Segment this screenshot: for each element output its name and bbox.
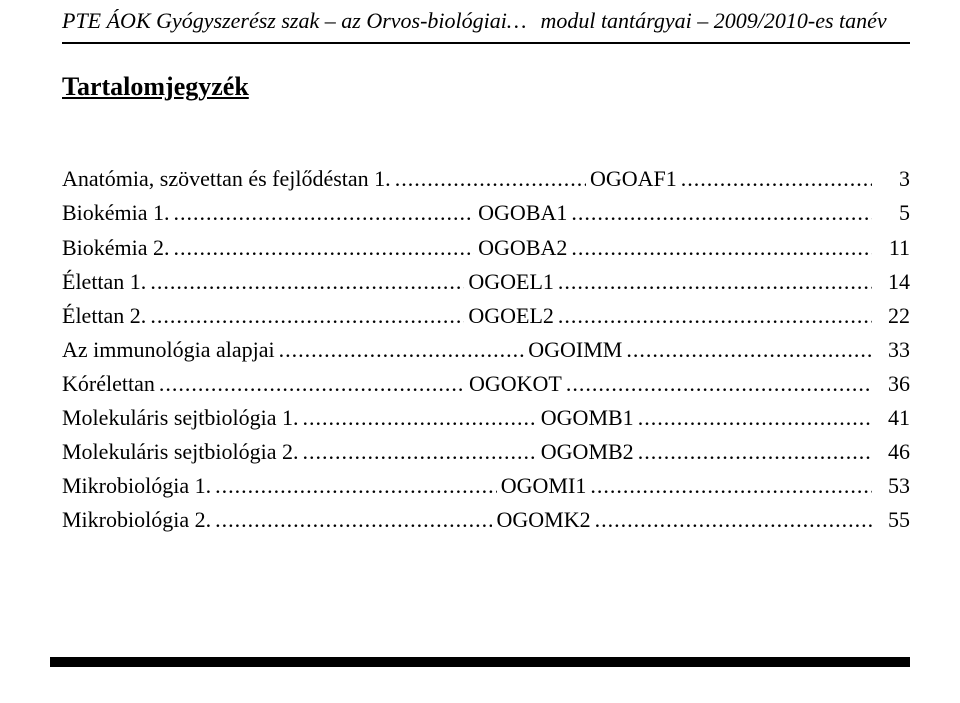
toc-leader — [150, 299, 464, 333]
toc-title: Tartalomjegyzék — [62, 72, 910, 102]
toc-page: 22 — [876, 299, 910, 333]
toc-page: 55 — [876, 503, 910, 537]
toc-leader — [590, 469, 872, 503]
header-right: modul tantárgyai – 2009/2010-es tanév — [540, 8, 886, 34]
header-left: PTE ÁOK Gyógyszerész szak – az Orvos-bio… — [62, 8, 526, 34]
toc-row: Anatómia, szövettan és fejlődéstan 1. OG… — [62, 162, 910, 196]
toc-code: OGOMK2 — [496, 503, 590, 537]
toc-code: OGOMI1 — [501, 469, 587, 503]
table-of-contents: Anatómia, szövettan és fejlődéstan 1. OG… — [62, 162, 910, 537]
toc-page: 36 — [876, 367, 910, 401]
toc-label: Molekuláris sejtbiológia 1. — [62, 401, 298, 435]
toc-label: Mikrobiológia 2. — [62, 503, 211, 537]
toc-page: 33 — [876, 333, 910, 367]
toc-code: OGOIMM — [528, 333, 622, 367]
toc-leader — [626, 333, 872, 367]
running-header: PTE ÁOK Gyógyszerész szak – az Orvos-bio… — [62, 8, 910, 34]
toc-label: Biokémia 1. — [62, 196, 170, 230]
toc-page: 41 — [876, 401, 910, 435]
toc-label: Biokémia 2. — [62, 231, 170, 265]
toc-row: Molekuláris sejtbiológia 1. OGOMB1 41 — [62, 401, 910, 435]
header-rule — [62, 42, 910, 44]
toc-row: Biokémia 1. OGOBA1 5 — [62, 196, 910, 230]
toc-leader — [595, 503, 872, 537]
toc-code: OGOBA2 — [478, 231, 567, 265]
toc-leader — [638, 435, 872, 469]
toc-code: OGOAF1 — [590, 162, 677, 196]
toc-row: Az immunológia alapjai OGOIMM 33 — [62, 333, 910, 367]
toc-label: Élettan 1. — [62, 265, 146, 299]
toc-leader — [150, 265, 464, 299]
toc-code: OGOKOT — [469, 367, 562, 401]
toc-page: 46 — [876, 435, 910, 469]
toc-code: OGOBA1 — [478, 196, 567, 230]
toc-leader — [571, 231, 872, 265]
toc-code: OGOMB2 — [541, 435, 634, 469]
toc-label: Anatómia, szövettan és fejlődéstan 1. — [62, 162, 391, 196]
toc-code: OGOEL1 — [468, 265, 554, 299]
toc-row: Kórélettan OGOKOT 36 — [62, 367, 910, 401]
toc-label: Molekuláris sejtbiológia 2. — [62, 435, 298, 469]
toc-row: Molekuláris sejtbiológia 2. OGOMB2 46 — [62, 435, 910, 469]
toc-row: Mikrobiológia 1. OGOMI1 53 — [62, 469, 910, 503]
toc-row: Élettan 1. OGOEL1 14 — [62, 265, 910, 299]
toc-page: 5 — [876, 196, 910, 230]
toc-page: 14 — [876, 265, 910, 299]
toc-leader — [174, 231, 475, 265]
toc-code: OGOMB1 — [541, 401, 634, 435]
toc-leader — [159, 367, 465, 401]
toc-page: 53 — [876, 469, 910, 503]
toc-page: 3 — [876, 162, 910, 196]
toc-row: Élettan 2. OGOEL2 22 — [62, 299, 910, 333]
toc-leader — [174, 196, 475, 230]
toc-label: Mikrobiológia 1. — [62, 469, 211, 503]
toc-row: Biokémia 2. OGOBA2 11 — [62, 231, 910, 265]
toc-leader — [215, 503, 492, 537]
toc-page: 11 — [876, 231, 910, 265]
toc-leader — [395, 162, 586, 196]
toc-leader — [566, 367, 872, 401]
toc-leader — [638, 401, 872, 435]
toc-leader — [279, 333, 525, 367]
toc-leader — [681, 162, 872, 196]
toc-row: Mikrobiológia 2. OGOMK2 55 — [62, 503, 910, 537]
toc-leader — [302, 401, 536, 435]
footer-rule — [50, 657, 910, 667]
toc-label: Kórélettan — [62, 367, 155, 401]
toc-code: OGOEL2 — [468, 299, 554, 333]
toc-label: Az immunológia alapjai — [62, 333, 275, 367]
toc-label: Élettan 2. — [62, 299, 146, 333]
toc-leader — [215, 469, 497, 503]
toc-leader — [571, 196, 872, 230]
toc-leader — [302, 435, 536, 469]
toc-leader — [558, 265, 872, 299]
toc-leader — [558, 299, 872, 333]
